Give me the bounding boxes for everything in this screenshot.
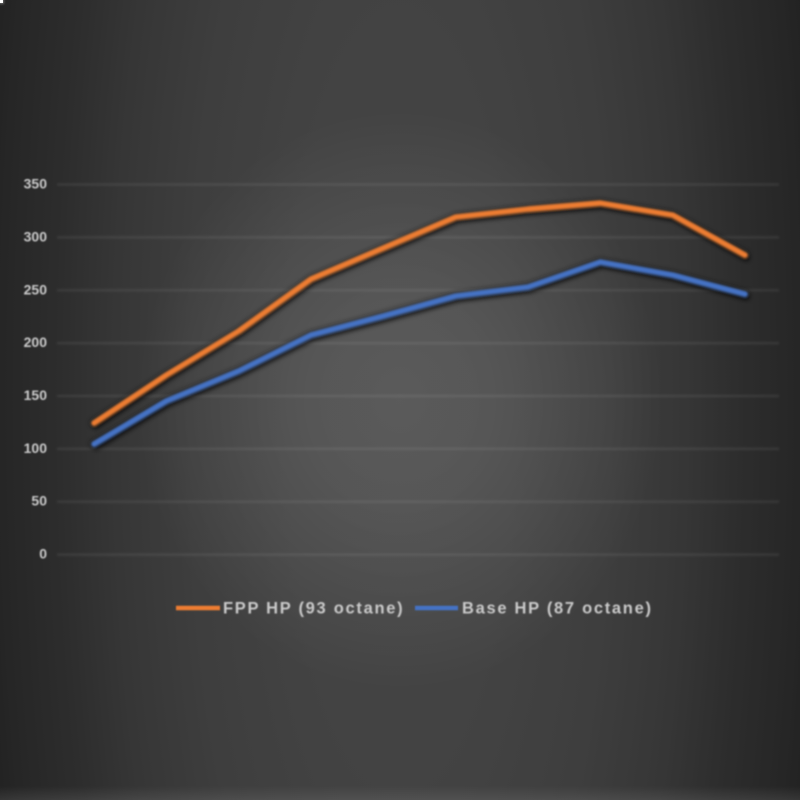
svg-text:100: 100	[24, 440, 48, 456]
svg-text:50: 50	[31, 493, 47, 509]
svg-text:350: 350	[24, 176, 48, 192]
svg-text:300: 300	[24, 228, 48, 244]
svg-text:Base HP (87 octane): Base HP (87 octane)	[462, 600, 653, 618]
svg-text:250: 250	[24, 281, 48, 297]
svg-text:FPP HP (93 octane): FPP HP (93 octane)	[223, 600, 404, 618]
svg-text:0: 0	[39, 546, 47, 562]
svg-text:150: 150	[24, 387, 48, 403]
svg-text:200: 200	[24, 334, 48, 350]
